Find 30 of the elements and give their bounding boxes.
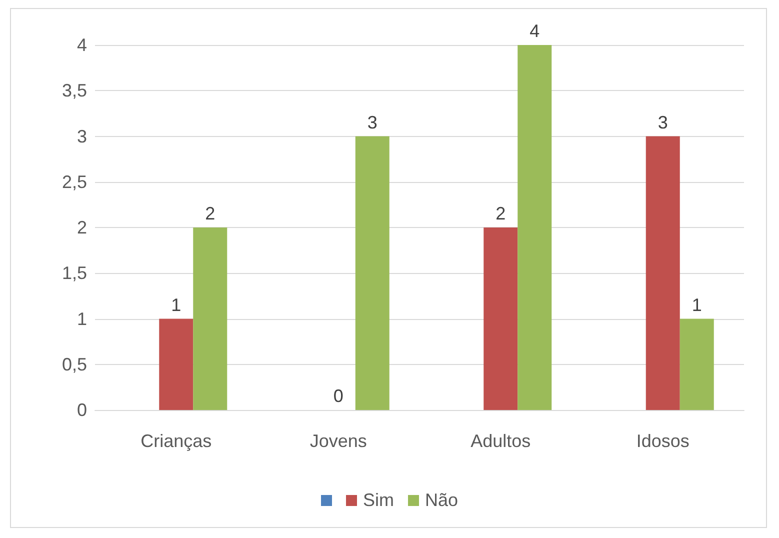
data-label: 1 — [692, 294, 702, 315]
data-label: 3 — [658, 112, 668, 132]
y-tick-label: 1,5 — [62, 263, 87, 284]
data-label: 3 — [367, 112, 378, 132]
x-tick-label: Crianças — [140, 431, 212, 451]
data-label: 2 — [205, 204, 216, 224]
x-tick-label: Adultos — [470, 431, 531, 451]
y-tick-label: 2 — [76, 218, 87, 238]
data-label: 2 — [496, 204, 506, 224]
bar — [680, 318, 714, 410]
data-label: 0 — [333, 386, 344, 406]
bar — [484, 228, 518, 410]
bar — [159, 318, 194, 410]
bar — [518, 45, 552, 410]
y-tick-label: 0,5 — [62, 354, 87, 374]
data-label: 4 — [530, 21, 540, 41]
legend-label: Sim — [362, 490, 394, 511]
y-tick-label: 2,5 — [62, 172, 87, 192]
bar — [355, 136, 390, 410]
x-tick-label: Idosos — [636, 431, 690, 451]
x-tick-label: Jovens — [310, 431, 367, 451]
bar — [646, 136, 680, 410]
y-tick-label: 3 — [76, 126, 87, 146]
y-tick-label: 3,5 — [62, 80, 87, 101]
y-tick-label: 1 — [76, 308, 87, 329]
data-label: 1 — [171, 294, 182, 315]
y-tick-label: 4 — [76, 35, 87, 55]
y-tick-label: 0 — [76, 400, 87, 420]
legend-label: Não — [424, 490, 458, 511]
bar — [193, 228, 228, 410]
